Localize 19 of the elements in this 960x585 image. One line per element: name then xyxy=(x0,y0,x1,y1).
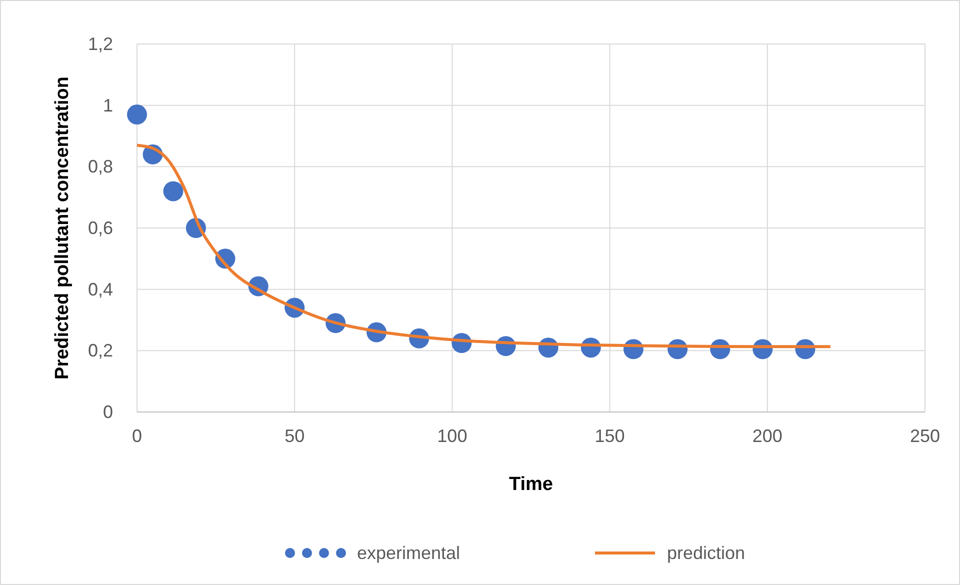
y-tick-label: 0,2 xyxy=(88,340,113,361)
y-tick-label: 0,4 xyxy=(88,279,113,300)
y-tick-label: 0,6 xyxy=(88,218,113,238)
point xyxy=(127,104,147,125)
x-tick-label: 250 xyxy=(910,426,940,446)
legend-label: prediction xyxy=(667,543,746,563)
legend-label: experimental xyxy=(357,543,460,563)
x-tick-label: 100 xyxy=(437,426,468,446)
x-tick-label: 200 xyxy=(752,426,782,446)
y-tick-label: 1 xyxy=(102,95,113,116)
x-tick-label: 50 xyxy=(284,426,305,446)
y-tick-label: 1,2 xyxy=(88,34,113,54)
x-tick-label: 0 xyxy=(132,426,142,446)
y-tick-label: 0,8 xyxy=(88,156,113,177)
y-axis-title: Predicted pollutant concentration xyxy=(52,76,73,380)
point xyxy=(163,181,184,202)
x-axis-title: Time xyxy=(508,474,554,495)
x-tick-label: 150 xyxy=(594,426,625,446)
y-tick-label: 0 xyxy=(102,402,113,422)
